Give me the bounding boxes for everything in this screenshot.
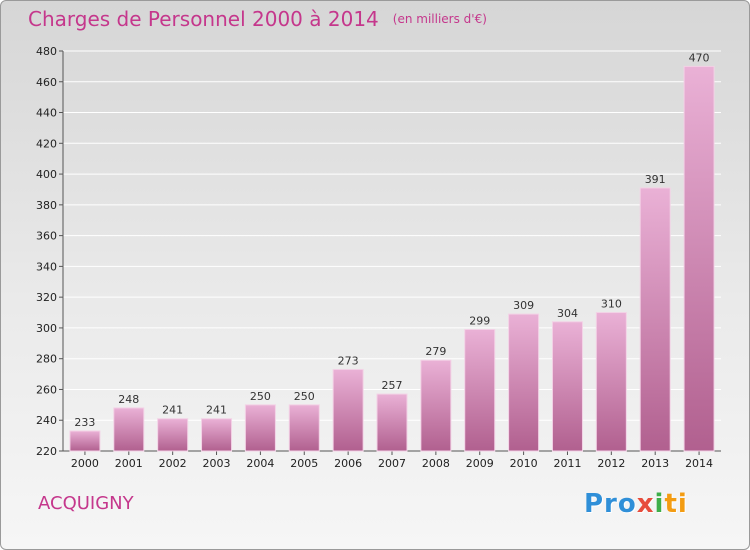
x-tick-label-2014: 2014 [685,457,713,470]
bar-2011 [551,321,583,452]
bar-2009 [464,328,496,452]
y-tick-label: 480 [36,45,57,58]
bars [69,65,715,452]
x-tick-label-2011: 2011 [553,457,581,470]
y-tick-label: 320 [36,291,57,304]
x-tick-label-2010: 2010 [510,457,538,470]
y-tick-label: 360 [36,230,57,243]
y-tick-label: 400 [36,168,57,181]
chart-title-text: Charges de Personnel 2000 à 2014 [28,7,379,31]
y-tick-label: 280 [36,353,57,366]
bar-2001 [113,407,145,452]
bar-2013 [639,187,671,452]
y-tick-label: 380 [36,199,57,212]
x-tick-label-2003: 2003 [203,457,231,470]
x-tick-label-2013: 2013 [641,457,669,470]
data-label-2002: 241 [162,404,183,417]
commune-name: ACQUIGNY [38,493,134,514]
bar-2010 [508,313,540,452]
logo-part-3: i [654,489,665,519]
y-tick-label: 240 [36,414,57,427]
proxiti-logo: Proxiti [584,489,688,519]
bar-2005 [288,404,320,452]
data-label-2006: 273 [338,354,359,367]
y-tick-label: 440 [36,107,57,120]
data-label-2010: 309 [513,299,534,312]
data-label-2008: 279 [425,345,446,358]
chart-title: Charges de Personnel 2000 à 2014 (en mill… [28,7,487,31]
x-tick-label-2007: 2007 [378,457,406,470]
bar-2000 [69,430,101,452]
y-tick-label: 340 [36,260,57,273]
bar-2012 [595,312,627,452]
data-label-2000: 233 [74,416,95,429]
bar-2008 [420,359,452,452]
x-tick-label-2002: 2002 [159,457,187,470]
data-label-2012: 310 [601,298,622,311]
chart-subtitle: (en milliers d'€) [392,12,487,26]
bar-2014 [683,65,715,452]
data-label-2001: 248 [118,393,139,406]
x-tick-label-2008: 2008 [422,457,450,470]
axes: 220 240 260 280 300 320 340 360 380 400 420 440 460 4… [36,45,721,470]
y-tick-label: 220 [36,445,57,458]
bar-2003 [201,418,233,452]
bar-2007 [376,393,408,452]
data-label-2013: 391 [645,173,666,186]
y-tick-label: 420 [36,137,57,150]
y-tick-label: 460 [36,76,57,89]
x-tick-label-2012: 2012 [597,457,625,470]
data-label-2004: 250 [250,390,271,403]
labels: 233 248 241 241 250 250 273 257 279 299 309 304 310 3… [74,51,709,429]
logo-part-4: ti [664,489,688,519]
data-label-2007: 257 [382,379,403,392]
bar-2004 [244,404,276,452]
bar-2006 [332,368,364,452]
data-label-2005: 250 [294,390,315,403]
data-label-2011: 304 [557,307,578,320]
bar-2002 [157,418,189,452]
x-tick-label-2005: 2005 [290,457,318,470]
data-label-2003: 241 [206,404,227,417]
data-label-2014: 470 [689,51,710,64]
y-tick-label: 300 [36,322,57,335]
logo-part-2: x [636,489,655,519]
x-tick-label-2009: 2009 [466,457,494,470]
data-label-2009: 299 [469,314,490,327]
x-tick-label-2006: 2006 [334,457,362,470]
x-tick-label-2000: 2000 [71,457,99,470]
x-tick-label-2001: 2001 [115,457,143,470]
x-tick-label-2004: 2004 [246,457,274,470]
logo-part-1: Pro [584,489,637,519]
y-tick-label: 260 [36,383,57,396]
